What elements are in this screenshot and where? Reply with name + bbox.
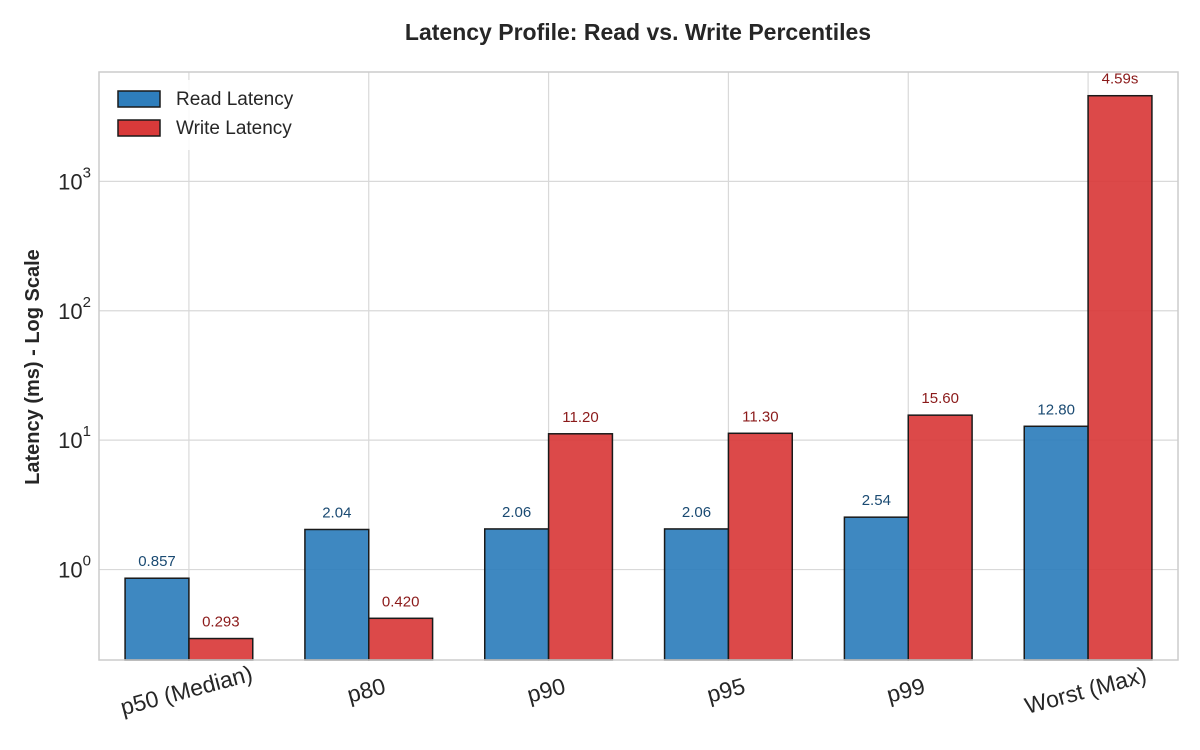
write-legend-label: Write Latency [176, 118, 292, 139]
read-legend-swatch [117, 90, 161, 108]
read-data-label: 2.04 [322, 504, 351, 521]
x-tick-label: p90 [524, 673, 568, 708]
write-latency-bar [188, 637, 254, 661]
y-axis-label: Latency (ms) - Log Scale [22, 249, 44, 485]
read-data-label: 2.06 [502, 504, 531, 521]
y-tick-label: 103 [58, 164, 91, 194]
plot-frame [98, 71, 1179, 661]
x-tick-label: p80 [344, 673, 388, 708]
x-tick-label: Worst (Max) [1022, 661, 1149, 718]
write-data-label: 11.30 [742, 408, 778, 425]
write-latency-bar [1087, 94, 1153, 661]
chart-title: Latency Profile: Read vs. Write Percenti… [405, 19, 871, 45]
read-latency-bar [124, 577, 190, 661]
write-data-label: 0.293 [202, 614, 240, 631]
y-tick-label: 102 [58, 294, 91, 324]
read-data-label: 0.857 [138, 553, 176, 570]
write-latency-bar [368, 617, 434, 661]
y-tick-label: 100 [58, 553, 91, 583]
read-latency-bar [483, 528, 550, 661]
write-data-label: 4.59s [1102, 71, 1139, 88]
x-tick-label: p99 [884, 673, 928, 708]
write-legend-swatch [117, 119, 161, 137]
write-data-label: 11.20 [562, 409, 598, 426]
write-latency-bar [727, 432, 794, 661]
read-legend-label: Read Latency [176, 89, 294, 110]
write-latency-bar [547, 433, 614, 661]
read-data-label: 2.06 [682, 504, 711, 521]
write-latency-bar [907, 414, 973, 661]
x-tick-label: p95 [704, 673, 748, 708]
x-tick-label: p50 (Median) [118, 660, 256, 720]
read-latency-bar [304, 528, 370, 661]
read-latency-bar [663, 528, 730, 661]
read-latency-bar [843, 516, 910, 661]
read-latency-bar [1023, 425, 1089, 661]
write-data-label: 15.60 [921, 390, 959, 407]
y-tick-label: 101 [58, 423, 91, 453]
read-data-label: 2.54 [862, 492, 891, 509]
grid-lines [99, 72, 1178, 660]
write-data-label: 0.420 [382, 593, 420, 610]
read-data-label: 12.80 [1037, 401, 1075, 418]
legend: Read Latency Write Latency [106, 80, 316, 150]
bars [124, 94, 1153, 661]
data-labels: 0.857 2.04 2.06 2.06 2.54 12.80 0.293 0.420 11.2… [138, 71, 1138, 631]
